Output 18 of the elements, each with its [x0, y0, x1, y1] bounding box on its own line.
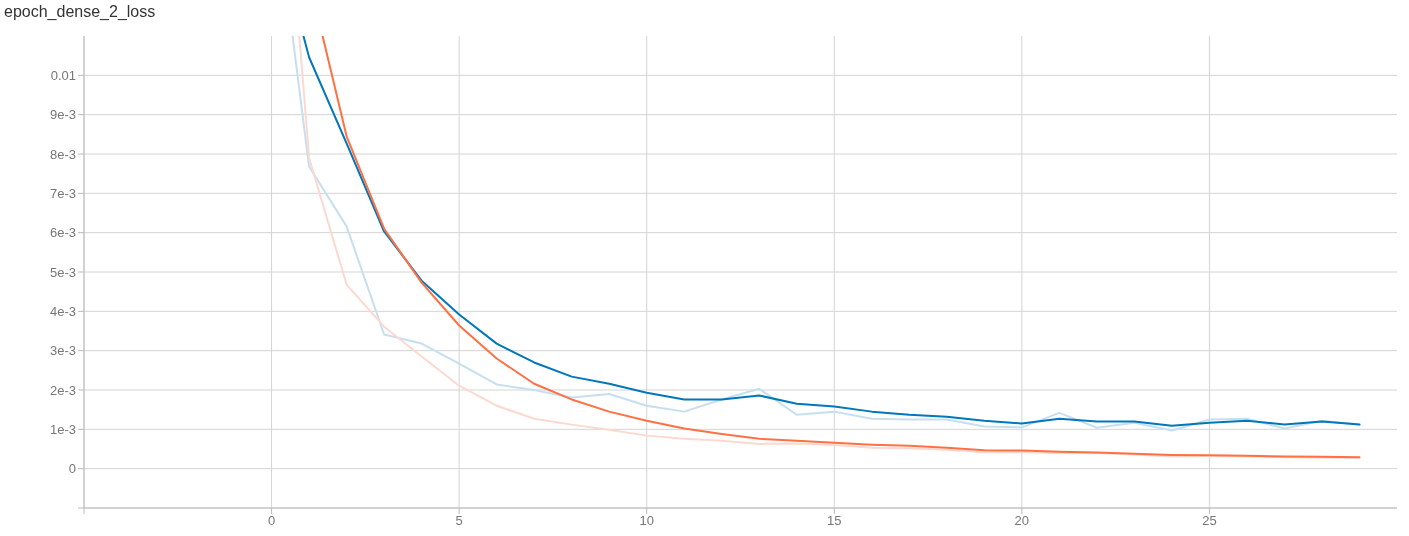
y-tick-label: 8e-3	[49, 146, 76, 162]
x-tick-label: 0	[267, 513, 276, 529]
x-tick-label: 25	[1202, 513, 1217, 529]
x-tick-label: 5	[455, 513, 463, 529]
y-tick-label: 0.01	[50, 67, 76, 83]
x-tick-label: 20	[1014, 513, 1030, 529]
y-tick-label: 1e-3	[49, 421, 76, 437]
y-tick-label: 2e-3	[49, 382, 76, 398]
y-tick-label: 0	[68, 461, 76, 477]
x-tick-label: 15	[827, 513, 842, 529]
y-tick-label: 3e-3	[49, 343, 76, 359]
y-tick-label: 4e-3	[49, 303, 76, 319]
x-tick-label: 10	[639, 513, 654, 529]
y-tick-label: 5e-3	[49, 264, 76, 280]
y-tick-label: 6e-3	[49, 225, 76, 241]
y-tick-label: 9e-3	[49, 107, 76, 123]
y-tick-label: 7e-3	[49, 185, 76, 201]
chart-title: epoch_dense_2_loss	[4, 3, 156, 21]
